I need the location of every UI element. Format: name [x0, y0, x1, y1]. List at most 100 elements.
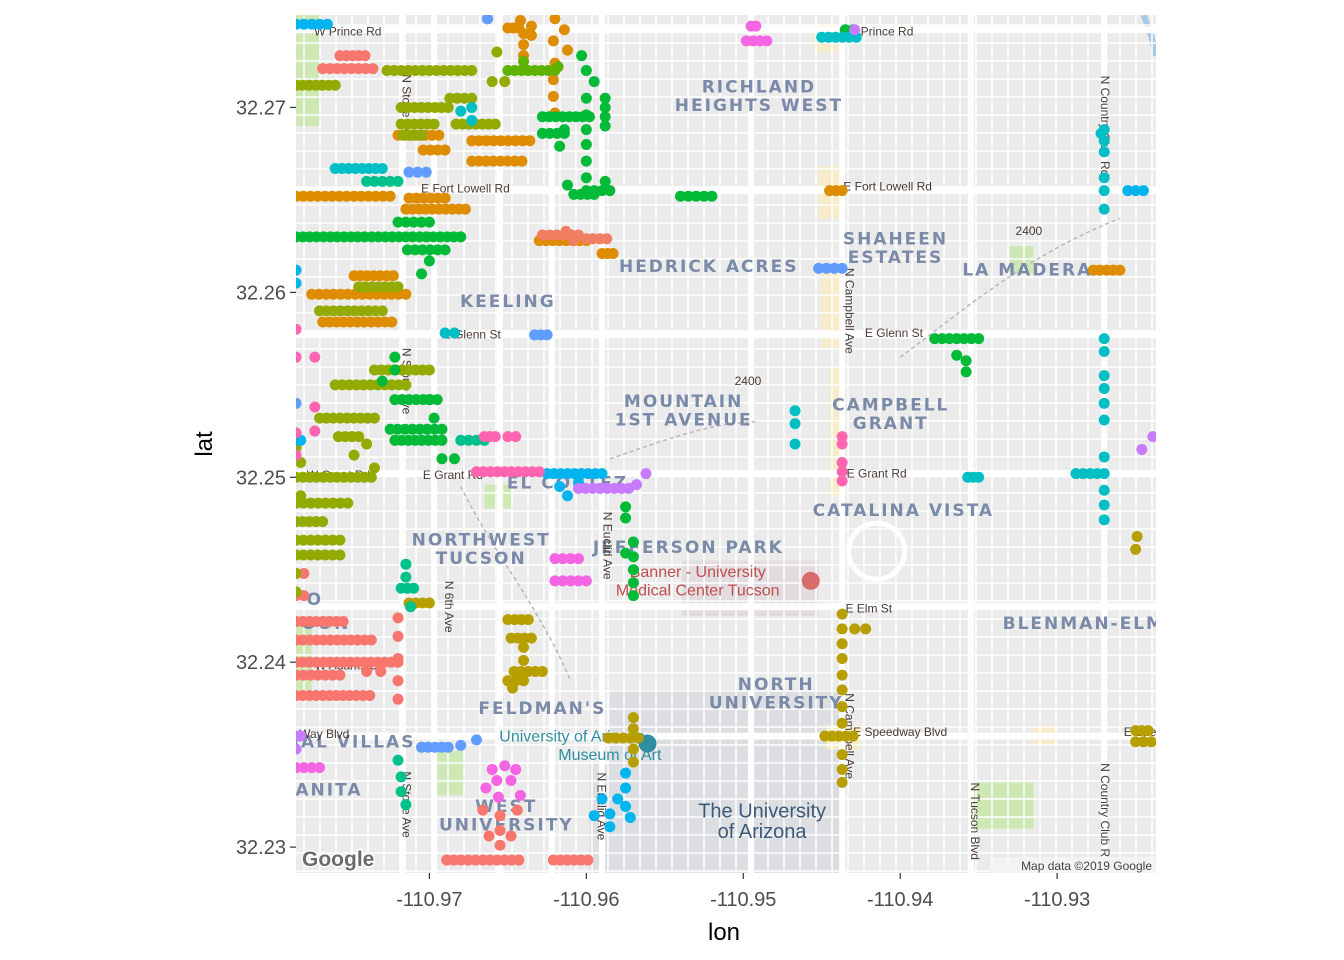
data-point	[761, 35, 773, 47]
data-point	[973, 471, 985, 483]
data-point	[558, 24, 570, 36]
data-point	[620, 767, 632, 779]
data-point	[416, 244, 428, 256]
data-point	[547, 74, 559, 86]
data-point	[612, 793, 624, 805]
data-point	[492, 791, 504, 803]
data-point	[1098, 172, 1110, 184]
data-point	[568, 235, 580, 247]
series-coral	[536, 225, 613, 247]
data-point	[334, 669, 346, 681]
data-point	[392, 675, 404, 687]
road-label: N Country Club R	[1098, 763, 1112, 857]
data-point	[376, 175, 388, 187]
wash-path	[899, 217, 1121, 358]
neighborhood-label: HEDRICK ACRES	[619, 257, 799, 277]
data-point	[580, 172, 592, 184]
data-point	[518, 39, 530, 51]
data-point	[620, 512, 632, 524]
data-point	[431, 394, 443, 406]
road-label: E Speedway Blvd	[853, 725, 947, 739]
data-point	[849, 24, 861, 36]
data-point	[510, 431, 522, 443]
data-point	[813, 262, 825, 274]
data-point	[836, 776, 848, 788]
data-point	[627, 536, 639, 548]
attribution-text: Map data ©2019 Google	[1021, 859, 1152, 873]
data-point	[513, 854, 525, 866]
neighborhood-label: MOUNTAIN	[624, 392, 743, 412]
data-point	[376, 305, 388, 317]
data-point	[1131, 530, 1143, 542]
data-point	[1130, 736, 1142, 748]
data-point	[433, 129, 445, 141]
data-point	[836, 608, 848, 620]
data-point	[296, 490, 307, 502]
data-point	[502, 431, 514, 443]
data-point	[1095, 127, 1107, 139]
data-point	[296, 449, 302, 461]
neighborhood-label: RICHLAND	[702, 78, 816, 98]
y-tick-label: 32.27	[236, 97, 286, 119]
data-point	[960, 355, 972, 367]
neighborhood-label: NORTH	[738, 675, 815, 695]
poi-label: of Arizona	[718, 821, 808, 843]
data-point	[470, 734, 482, 746]
data-point	[392, 630, 404, 642]
data-point	[483, 830, 495, 842]
road-label: N Euclid Ave	[594, 773, 608, 841]
data-point	[588, 810, 600, 822]
data-point	[580, 64, 592, 76]
data-point	[1122, 185, 1134, 197]
series-lime	[502, 55, 564, 76]
data-point	[442, 741, 454, 753]
neighborhood-label: O	[307, 590, 323, 610]
data-point	[836, 456, 848, 468]
data-point	[627, 590, 639, 602]
data-point	[836, 653, 848, 664]
data-point	[510, 763, 522, 775]
data-point	[298, 567, 310, 579]
data-point	[296, 397, 302, 409]
x-tick-label: -110.97	[396, 889, 462, 911]
y-tick-label: 32.24	[236, 652, 286, 674]
road-label: N Euclid Ave	[601, 512, 615, 580]
data-point	[466, 92, 478, 104]
traffic-circle	[846, 520, 908, 582]
neighborhood-label: TUCSON	[436, 549, 527, 569]
neighborhood-label: IAL VILLAS	[293, 732, 416, 752]
data-point	[348, 449, 360, 461]
road-label: E Fort Lowell Rd	[843, 180, 932, 194]
data-point	[423, 255, 435, 267]
road-label: E Glenn St	[865, 326, 924, 340]
data-point	[1098, 484, 1110, 496]
data-point	[525, 632, 537, 644]
data-point	[489, 118, 501, 130]
data-point	[466, 101, 478, 113]
data-point	[627, 756, 639, 768]
neighborhood-label: LA MADERA	[962, 261, 1092, 281]
data-point	[557, 575, 569, 587]
data-point	[1142, 725, 1154, 737]
data-point	[481, 15, 493, 25]
data-point	[376, 375, 388, 387]
data-point	[466, 114, 478, 126]
neighborhood-label: ANITA	[295, 780, 362, 800]
data-point	[499, 76, 511, 88]
road-label: 2400	[735, 374, 762, 388]
data-point	[296, 743, 302, 755]
road-label: N 6th Ave	[442, 581, 456, 633]
data-point	[442, 101, 454, 113]
data-point	[627, 712, 639, 724]
x-axis-title: lon	[708, 919, 740, 946]
data-point	[400, 571, 412, 583]
road-label: 2400	[1016, 224, 1043, 238]
data-point	[296, 586, 302, 598]
data-point	[565, 929, 576, 940]
points-layer	[296, 15, 1156, 940]
data-point	[536, 665, 548, 677]
neighborhood-label: BLENMAN-ELM	[1003, 614, 1165, 634]
hospital-icon	[801, 571, 820, 590]
